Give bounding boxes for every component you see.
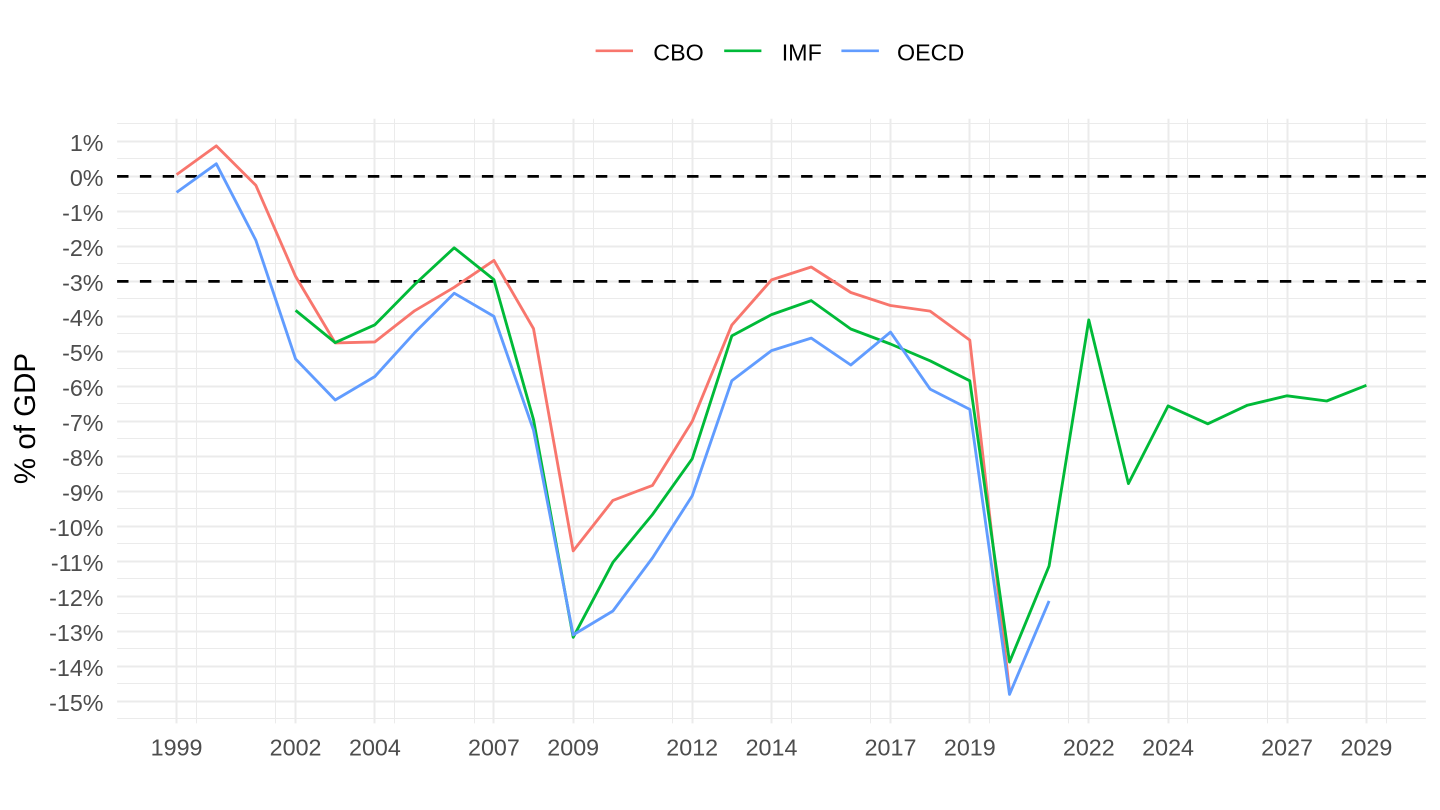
svg-text:2014: 2014 xyxy=(746,735,798,761)
svg-text:-11%: -11% xyxy=(51,550,104,576)
svg-text:IMF: IMF xyxy=(782,40,822,66)
svg-text:-13%: -13% xyxy=(49,620,103,646)
svg-text:-4%: -4% xyxy=(62,305,103,331)
svg-text:-12%: -12% xyxy=(49,585,103,611)
svg-text:2009: 2009 xyxy=(547,735,599,761)
svg-text:-2%: -2% xyxy=(62,235,103,261)
svg-text:-3%: -3% xyxy=(62,270,103,296)
svg-text:2029: 2029 xyxy=(1340,735,1392,761)
svg-text:-9%: -9% xyxy=(62,480,103,506)
svg-text:-6%: -6% xyxy=(62,375,103,401)
svg-text:0%: 0% xyxy=(70,165,104,191)
svg-text:-15%: -15% xyxy=(49,690,103,716)
svg-text:2017: 2017 xyxy=(865,735,917,761)
svg-text:2012: 2012 xyxy=(666,735,718,761)
svg-text:2002: 2002 xyxy=(270,735,322,761)
svg-text:2019: 2019 xyxy=(944,735,996,761)
svg-text:-7%: -7% xyxy=(62,410,103,436)
svg-text:-1%: -1% xyxy=(62,200,103,226)
svg-text:2007: 2007 xyxy=(468,735,520,761)
svg-text:% of GDP: % of GDP xyxy=(9,353,42,484)
svg-text:1%: 1% xyxy=(70,130,104,156)
svg-text:2004: 2004 xyxy=(349,735,401,761)
svg-text:-14%: -14% xyxy=(49,655,103,681)
svg-text:2022: 2022 xyxy=(1063,735,1115,761)
svg-text:1999: 1999 xyxy=(151,735,203,761)
svg-text:-8%: -8% xyxy=(62,445,103,471)
svg-text:OECD: OECD xyxy=(897,40,964,66)
svg-text:2027: 2027 xyxy=(1261,735,1313,761)
svg-text:CBO: CBO xyxy=(653,40,703,66)
svg-text:2024: 2024 xyxy=(1142,735,1194,761)
svg-text:-10%: -10% xyxy=(49,515,103,541)
svg-text:-5%: -5% xyxy=(62,340,103,366)
